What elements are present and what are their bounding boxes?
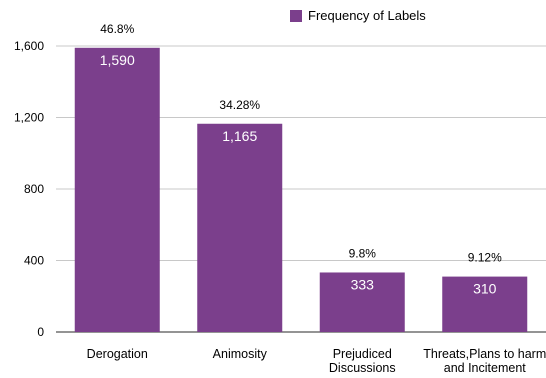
y-tick-label: 800 — [24, 182, 44, 196]
bar-value-label: 333 — [351, 276, 375, 292]
x-tick-label: Derogation — [87, 347, 148, 361]
x-tick-label: Animosity — [213, 347, 268, 361]
legend-label: Frequency of Labels — [308, 8, 426, 23]
bar-value-label: 310 — [473, 281, 497, 297]
bar — [442, 276, 528, 332]
x-tick-label: and Incitement — [444, 361, 527, 375]
x-tick-label: Threats,Plans to harm — [423, 347, 546, 361]
bar-percent-label: 46.8% — [100, 22, 134, 36]
x-tick-label: Prejudiced — [333, 347, 392, 361]
bar-value-label: 1,165 — [222, 128, 257, 144]
x-tick-label: Discussions — [329, 361, 396, 375]
bar — [197, 123, 283, 332]
bar — [74, 47, 160, 332]
bar-value-label: 1,590 — [100, 52, 135, 68]
y-tick-label: 400 — [24, 254, 44, 268]
legend: Frequency of Labels — [290, 8, 426, 23]
bar-percent-label: 34.28% — [219, 98, 260, 112]
y-tick-label: 0 — [37, 325, 44, 339]
y-tick-label: 1,200 — [14, 111, 44, 125]
bar-percent-label: 9.8% — [349, 246, 377, 260]
bar — [319, 272, 405, 332]
bar-percent-label: 9.12% — [468, 251, 502, 265]
y-tick-label: 1,600 — [14, 39, 44, 53]
legend-swatch — [290, 9, 302, 22]
